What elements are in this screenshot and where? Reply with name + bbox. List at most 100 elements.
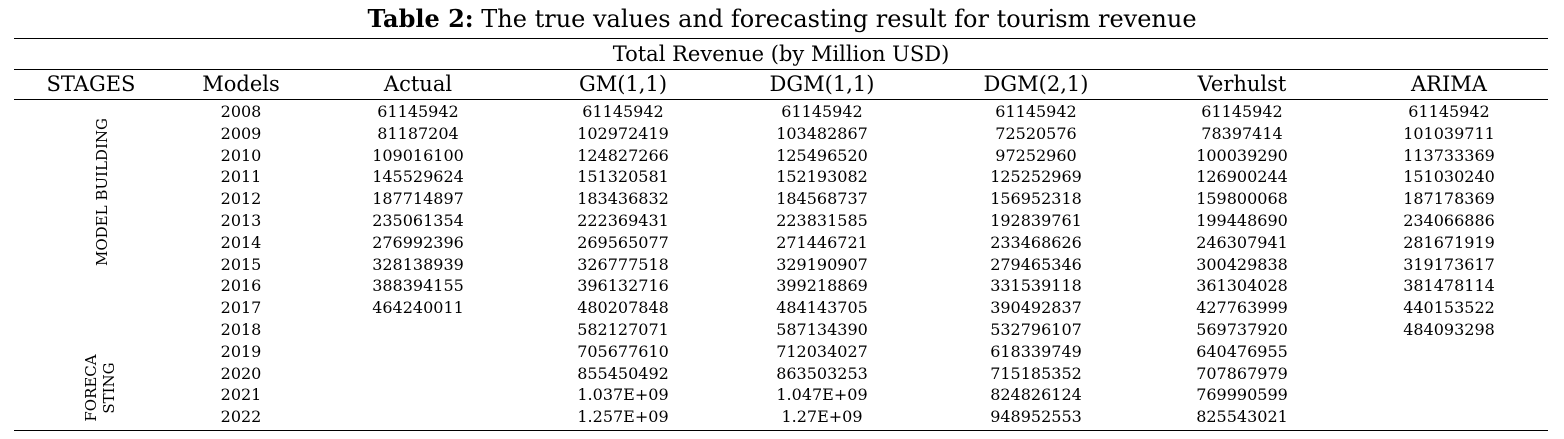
value-cell: 187714897 [372,189,464,209]
column-header: Actual [383,72,453,96]
stage-label-forecasting: FORECA STING [82,348,122,428]
value-cell: 399218869 [776,276,868,296]
value-cell: 769990599 [1196,385,1288,405]
value-cell: 569737920 [1196,320,1288,339]
value-cell: 582127071 [577,320,669,339]
year-cell: 2013 [220,211,262,230]
group-rule [14,69,1548,70]
value-cell: 61145942 [377,102,459,121]
value-cell: 81187204 [377,123,459,143]
value-cell: 618339749 [990,341,1082,361]
column-header: Verhulst [1197,72,1287,96]
value-cell: 855450492 [577,363,669,383]
value-cell: 1.27E+09 [781,407,863,427]
value-cell: 587134390 [776,320,868,339]
value-cell: 328138939 [372,254,464,274]
value-cell: 390492837 [990,298,1082,318]
bottom-rule [14,430,1548,431]
value-cell: 100039290 [1196,145,1288,165]
value-cell: 361304028 [1196,276,1288,296]
column-header: GM(1,1) [578,72,668,96]
value-cell: 715185352 [990,363,1082,383]
value-cell: 151030240 [1403,167,1495,187]
value-cell: 396132716 [577,276,669,296]
value-cell: 72520576 [995,123,1077,143]
value-cell: 707867979 [1196,363,1288,383]
year-cell: 2017 [220,298,262,318]
value-cell: 61145942 [582,102,664,121]
value-cell: 97252960 [995,145,1077,165]
value-cell: 159800068 [1196,189,1288,209]
value-cell: 281671919 [1403,232,1495,252]
header-rule [14,99,1548,100]
column-header: DGM(2,1) [983,72,1089,96]
value-cell: 824826124 [990,385,1082,405]
value-cell: 331539118 [990,276,1082,296]
value-cell: 102972419 [577,123,669,143]
year-cell: 2012 [220,189,262,209]
year-cell: 2020 [220,363,262,383]
stage-label-forecasting-line1: FORECA [82,354,100,422]
year-cell: 2018 [220,320,262,339]
group-header: Total Revenue (by Million USD) [612,42,950,66]
year-cell: 2014 [220,232,262,252]
value-cell: 234066886 [1403,211,1495,230]
value-cell: 235061354 [372,211,464,230]
value-cell: 187178369 [1403,189,1495,209]
value-cell: 61145942 [1201,102,1283,121]
value-cell: 863503253 [776,363,868,383]
column-header: ARIMA [1411,72,1487,96]
value-cell: 125496520 [776,145,868,165]
stage-label-model-building: MODEL BUILDING [93,118,111,266]
value-cell [1354,406,1544,428]
value-cell: 222369431 [577,211,669,230]
column-header: DGM(1,1) [769,72,875,96]
value-cell [323,384,513,406]
value-cell: 78397414 [1201,123,1283,143]
value-cell: 329190907 [776,254,868,274]
value-cell: 279465346 [990,254,1082,274]
value-cell [1354,341,1544,363]
year-cell: 2022 [220,407,262,427]
value-cell: 152193082 [776,167,868,187]
value-cell: 61145942 [995,102,1077,121]
value-cell: 61145942 [781,102,863,121]
value-cell [323,363,513,385]
value-cell: 126900244 [1196,167,1288,187]
value-cell: 484093298 [1403,320,1495,339]
value-cell: 300429838 [1196,254,1288,274]
value-cell: 326777518 [577,254,669,274]
value-cell: 101039711 [1403,123,1495,143]
column-header: Models [202,72,280,96]
value-cell: 113733369 [1403,145,1495,165]
value-cell: 223831585 [776,211,868,230]
value-cell: 271446721 [776,232,868,252]
value-cell: 825543021 [1196,407,1288,427]
column-header: STAGES [46,72,136,96]
value-cell: 184568737 [776,189,868,209]
value-cell: 192839761 [990,211,1082,230]
value-cell: 705677610 [577,341,669,361]
value-cell: 1.037E+09 [577,385,669,405]
value-cell: 233468626 [990,232,1082,252]
value-cell: 145529624 [372,167,464,187]
caption-text: The true values and forecasting result f… [473,5,1197,33]
value-cell: 1.047E+09 [776,385,868,405]
year-cell: 2010 [220,145,262,165]
value-cell: 532796107 [990,320,1082,339]
year-cell: 2008 [220,102,262,121]
value-cell: 484143705 [776,298,868,318]
value-cell: 712034027 [776,341,868,361]
value-cell: 199448690 [1196,211,1288,230]
year-cell: 2011 [220,167,262,187]
value-cell: 319173617 [1403,254,1495,274]
value-cell: 61145942 [1408,102,1490,121]
value-cell [1354,384,1544,406]
caption-label: Table 2: [367,4,474,33]
value-cell: 388394155 [372,276,464,296]
value-cell: 183436832 [577,189,669,209]
year-cell: 2019 [220,341,262,361]
value-cell: 246307941 [1196,232,1288,252]
value-cell: 269565077 [577,232,669,252]
